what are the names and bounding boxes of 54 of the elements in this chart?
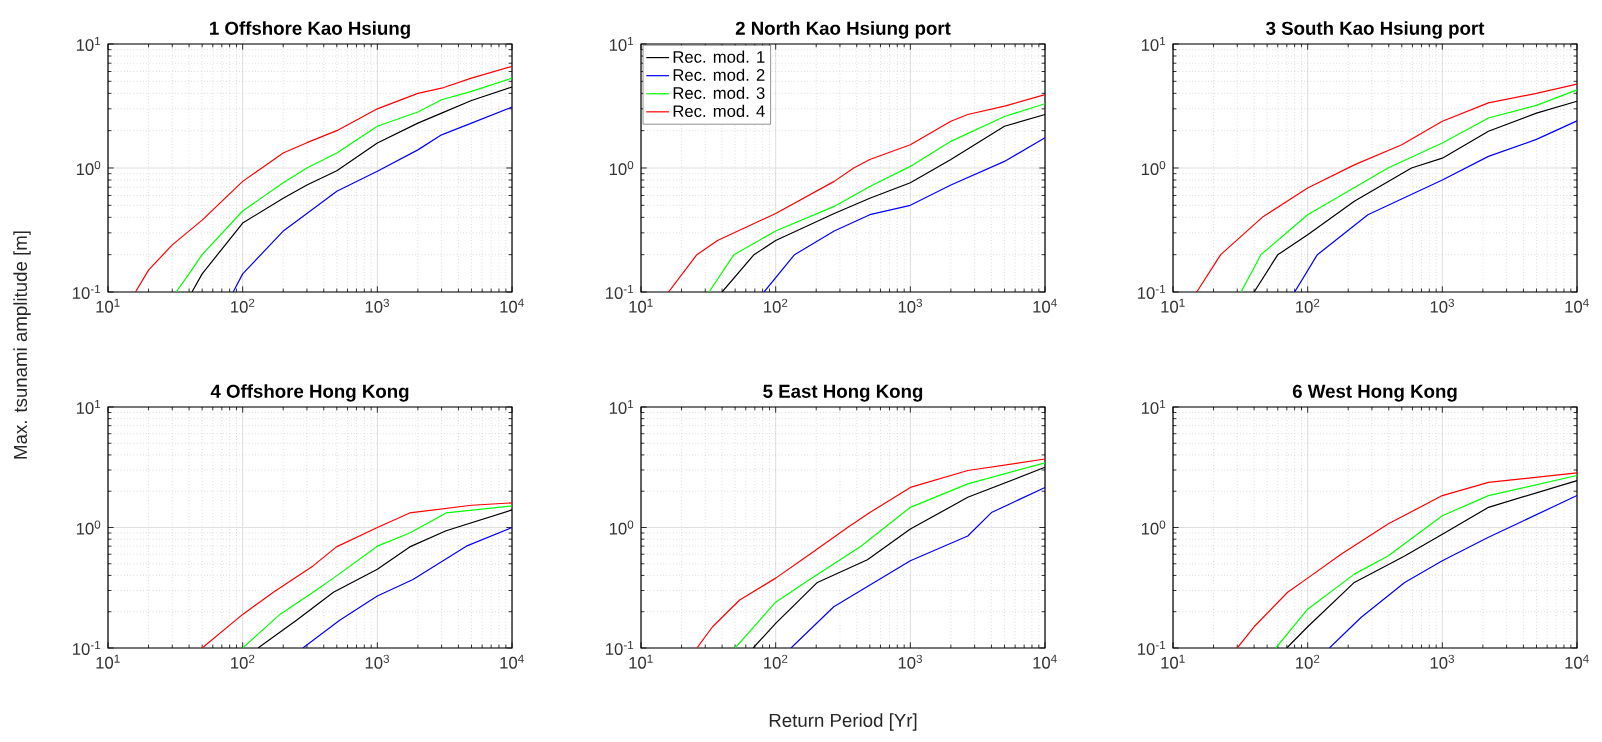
x-tick-label: 10$^{4}$ bbox=[500, 298, 524, 313]
x-tick-label: 10$^{4}$ bbox=[1033, 298, 1057, 313]
y-tick-label: 10$^{-1}$ bbox=[1138, 284, 1166, 299]
y-tick-label: 10$^{0}$ bbox=[609, 520, 634, 535]
x-tick-label: 10$^{2}$ bbox=[1296, 654, 1320, 669]
chart-title: 2 North Kao Hsiung port bbox=[735, 21, 951, 39]
x-tick-label: 10$^{1}$ bbox=[629, 298, 653, 313]
y-tick-label: 10$^{1}$ bbox=[1141, 36, 1166, 51]
x-tick-label: 10$^{1}$ bbox=[1161, 298, 1185, 313]
x-tick-label: 10$^{2}$ bbox=[1296, 298, 1320, 313]
y-tick-label: 10$^{-1}$ bbox=[606, 284, 634, 299]
legend-label: Rec. mod. 2 bbox=[673, 68, 765, 81]
legend-label: Rec. mod. 1 bbox=[673, 50, 765, 63]
x-tick-label: 10$^{1}$ bbox=[96, 654, 120, 669]
x-tick-label: 10$^{2}$ bbox=[764, 298, 788, 313]
y-tick-label: 10$^{0}$ bbox=[1141, 160, 1166, 176]
chart-title: 4 Offshore Hong Kong bbox=[210, 384, 409, 402]
y-tick-label: 10$^{-1}$ bbox=[1138, 640, 1166, 655]
x-tick-label: 10$^{1}$ bbox=[96, 298, 120, 313]
x-tick-label: 10$^{3}$ bbox=[898, 654, 923, 669]
chart-title: 5 East Hong Kong bbox=[763, 384, 923, 402]
y-tick-label: 10$^{-1}$ bbox=[73, 640, 101, 655]
y-axis-title: Max. tsunami amplitude [m] bbox=[13, 231, 31, 459]
x-tick-label: 10$^{1}$ bbox=[1161, 654, 1185, 669]
x-tick-label: 10$^{4}$ bbox=[1565, 654, 1589, 669]
y-tick-label: 10$^{-1}$ bbox=[73, 284, 101, 299]
y-tick-label: 10$^{0}$ bbox=[1141, 520, 1166, 535]
x-tick-label: 10$^{3}$ bbox=[1430, 298, 1455, 313]
x-tick-label: 10$^{4}$ bbox=[1565, 298, 1589, 313]
x-tick-label: 10$^{2}$ bbox=[764, 654, 788, 669]
x-axis-title: Return Period [Yr] bbox=[769, 713, 917, 731]
x-tick-label: 10$^{3}$ bbox=[365, 298, 390, 313]
legend-label: Rec. mod. 4 bbox=[673, 104, 765, 118]
y-tick-label: 10$^{0}$ bbox=[76, 520, 101, 535]
legend-label: Rec. mod. 3 bbox=[673, 86, 765, 99]
y-tick-label: 10$^{1}$ bbox=[1141, 399, 1166, 414]
x-tick-label: 10$^{1}$ bbox=[629, 654, 653, 669]
y-tick-label: 10$^{1}$ bbox=[609, 36, 634, 51]
y-tick-label: 10$^{0}$ bbox=[609, 160, 634, 176]
chart-title: 3 South Kao Hsiung port bbox=[1266, 21, 1485, 39]
x-tick-label: 10$^{2}$ bbox=[231, 298, 255, 313]
x-tick-label: 10$^{2}$ bbox=[231, 654, 255, 669]
chart-title: 1 Offshore Kao Hsiung bbox=[210, 21, 410, 39]
y-tick-label: 10$^{1}$ bbox=[76, 399, 101, 414]
y-tick-label: 10$^{0}$ bbox=[76, 160, 101, 176]
x-tick-label: 10$^{3}$ bbox=[1430, 654, 1455, 669]
x-tick-label: 10$^{4}$ bbox=[500, 654, 524, 669]
chart-title: 6 West Hong Kong bbox=[1292, 384, 1457, 402]
y-tick-label: 10$^{-1}$ bbox=[606, 640, 634, 655]
x-tick-label: 10$^{3}$ bbox=[898, 298, 923, 313]
y-tick-label: 10$^{1}$ bbox=[76, 36, 101, 51]
x-tick-label: 10$^{4}$ bbox=[1033, 654, 1057, 669]
y-tick-label: 10$^{1}$ bbox=[609, 399, 634, 414]
x-tick-label: 10$^{3}$ bbox=[365, 654, 390, 669]
